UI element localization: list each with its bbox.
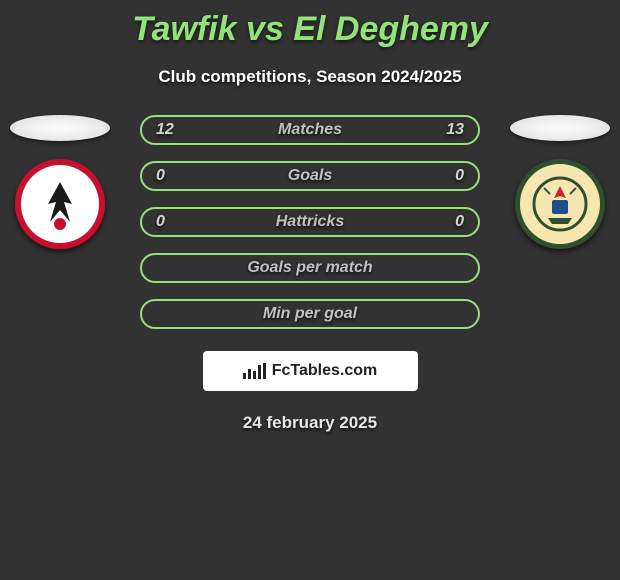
stat-label: Matches (196, 121, 424, 139)
stat-value-right: 13 (424, 121, 464, 139)
stat-label: Hattricks (196, 213, 424, 231)
stat-value-right: 0 (424, 167, 464, 185)
bars-icon (243, 363, 266, 379)
stat-row-goals-per-match: Goals per match (140, 253, 480, 283)
club-badge-right (515, 159, 605, 249)
crest-icon (530, 174, 590, 234)
stat-value-right: 0 (424, 213, 464, 231)
stat-row-hattricks: 0 Hattricks 0 (140, 207, 480, 237)
left-player-column (0, 115, 120, 249)
eagle-icon (30, 174, 90, 234)
stat-row-matches: 12 Matches 13 (140, 115, 480, 145)
stat-row-min-per-goal: Min per goal (140, 299, 480, 329)
page-subtitle: Club competitions, Season 2024/2025 (0, 67, 620, 87)
player-name-ellipse-right (510, 115, 610, 141)
watermark-text: FcTables.com (272, 362, 378, 380)
stat-value-left: 0 (156, 167, 196, 185)
player-name-ellipse-left (10, 115, 110, 141)
stat-label: Min per goal (263, 305, 357, 323)
comparison-container: 12 Matches 13 0 Goals 0 0 Hattricks 0 Go… (0, 115, 620, 329)
stat-row-goals: 0 Goals 0 (140, 161, 480, 191)
stat-label: Goals per match (247, 259, 372, 277)
date-text: 24 february 2025 (0, 413, 620, 433)
stat-value-left: 0 (156, 213, 196, 231)
right-player-column (500, 115, 620, 249)
stat-value-left: 12 (156, 121, 196, 139)
stat-label: Goals (196, 167, 424, 185)
page-title: Tawfik vs El Deghemy (0, 0, 620, 49)
club-badge-left (15, 159, 105, 249)
stats-column: 12 Matches 13 0 Goals 0 0 Hattricks 0 Go… (140, 115, 480, 329)
watermark: FcTables.com (203, 351, 418, 391)
